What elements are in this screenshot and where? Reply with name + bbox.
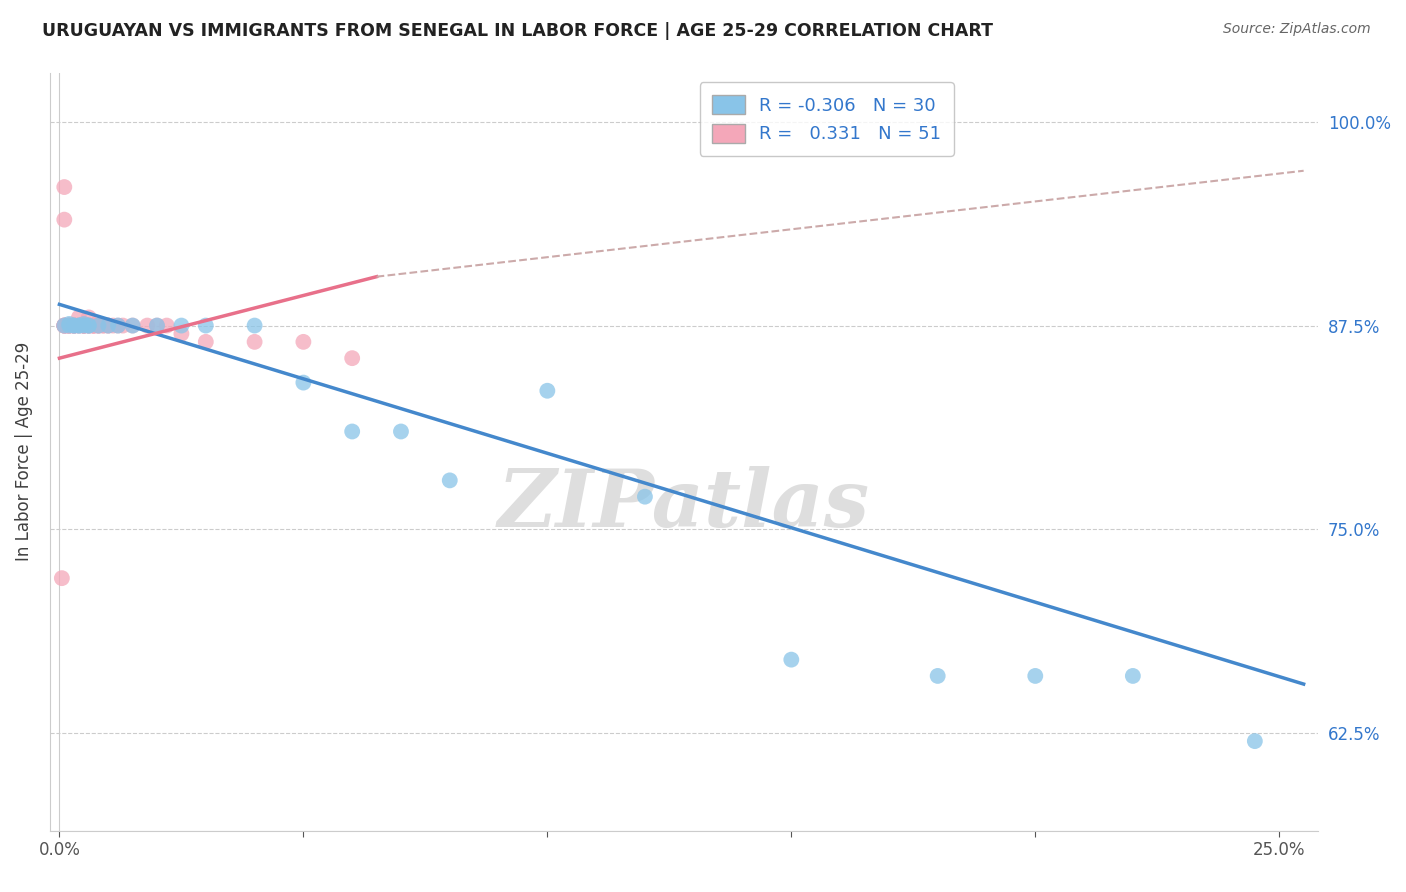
Point (77, 318, 100, 333)
Point (63, 318, 86, 333)
Point (67, 318, 90, 333)
Point (91, 318, 114, 333)
Point (67, 318, 90, 333)
Point (101, 318, 124, 333)
Point (73, 318, 96, 333)
Point (83, 318, 105, 333)
Y-axis label: In Labor Force | Age 25-29: In Labor Force | Age 25-29 (15, 343, 32, 561)
Point (121, 318, 143, 333)
Point (780, 653, 803, 667)
Point (389, 425, 412, 439)
Point (63, 318, 86, 333)
Point (97, 318, 120, 333)
Point (87, 318, 110, 333)
Point (83, 318, 105, 333)
Point (53, 318, 76, 333)
Point (67, 318, 90, 333)
Point (63, 318, 86, 333)
Point (58, 318, 80, 333)
Point (53, 318, 76, 333)
Point (51, 571, 73, 585)
Point (77, 318, 100, 333)
Point (73, 318, 96, 333)
Point (67, 310, 90, 325)
Point (927, 669, 949, 683)
Point (136, 318, 159, 333)
Text: Source: ZipAtlas.com: Source: ZipAtlas.com (1223, 22, 1371, 37)
Point (77, 318, 100, 333)
Point (87, 318, 110, 333)
Point (243, 334, 266, 349)
Point (73, 318, 96, 333)
Point (111, 318, 134, 333)
Point (146, 318, 169, 333)
Point (53, 180, 76, 194)
Point (63, 318, 86, 333)
Point (1122, 669, 1144, 683)
Point (73, 318, 96, 333)
Point (292, 334, 315, 349)
Point (55, 318, 77, 333)
Point (340, 425, 363, 439)
Point (194, 318, 217, 333)
Text: URUGUAYAN VS IMMIGRANTS FROM SENEGAL IN LABOR FORCE | AGE 25-29 CORRELATION CHAR: URUGUAYAN VS IMMIGRANTS FROM SENEGAL IN … (42, 22, 993, 40)
Legend: R = -0.306   N = 30, R =   0.331   N = 51: R = -0.306 N = 30, R = 0.331 N = 51 (700, 82, 955, 156)
Point (107, 318, 129, 333)
Point (67, 318, 90, 333)
Point (439, 474, 461, 488)
Point (53, 318, 76, 333)
Point (58, 318, 80, 333)
Point (156, 318, 179, 333)
Point (1243, 734, 1265, 748)
Point (53, 318, 76, 333)
Point (170, 318, 193, 333)
Point (536, 384, 558, 398)
Point (53, 212, 76, 227)
Point (83, 318, 105, 333)
Point (194, 334, 217, 349)
Point (83, 318, 105, 333)
Point (73, 318, 96, 333)
Point (634, 490, 657, 504)
Point (146, 318, 169, 333)
Point (97, 318, 120, 333)
Point (121, 318, 143, 333)
Point (1024, 669, 1046, 683)
Point (243, 318, 266, 333)
Point (58, 318, 80, 333)
Point (91, 318, 114, 333)
Point (63, 318, 86, 333)
Point (97, 318, 120, 333)
Point (53, 318, 76, 333)
Point (87, 318, 110, 333)
Point (87, 318, 110, 333)
Text: ZIPatlas: ZIPatlas (498, 467, 870, 543)
Point (340, 351, 363, 366)
Point (77, 318, 100, 333)
Point (107, 318, 129, 333)
Point (73, 317, 96, 331)
Point (73, 318, 96, 333)
Point (292, 376, 315, 390)
Point (63, 318, 86, 333)
Point (58, 317, 80, 331)
Point (77, 318, 100, 333)
Point (58, 318, 80, 333)
Point (170, 326, 193, 341)
Point (77, 310, 100, 325)
Point (58, 318, 80, 333)
